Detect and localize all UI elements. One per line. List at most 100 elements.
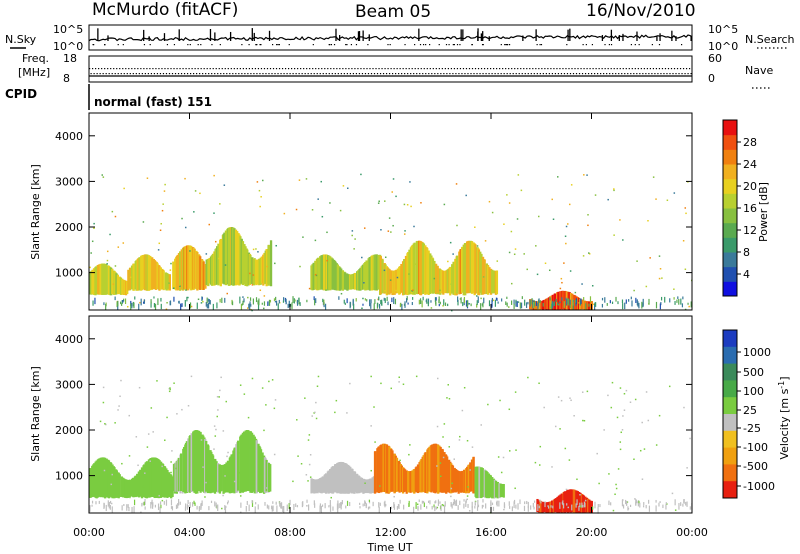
echo-dot (347, 187, 349, 190)
echo-dot (114, 265, 117, 267)
echo-dot (173, 287, 175, 289)
echo-dot (104, 423, 106, 425)
echo-cell (347, 274, 350, 290)
echo-dot (641, 421, 643, 424)
echo-cell (371, 255, 374, 291)
echo-dot (417, 506, 419, 511)
echo-cell (166, 469, 169, 498)
echo-cell (493, 270, 496, 294)
echo-cell (187, 245, 190, 291)
echo-dot (363, 282, 365, 284)
echo-dot (216, 415, 218, 418)
echo-cell (260, 256, 264, 284)
echo-dot (627, 506, 629, 511)
freq-dot (125, 68, 127, 70)
echo-cell (269, 240, 273, 287)
echo-cell (242, 431, 246, 492)
echo-cell (141, 254, 145, 290)
echo-dot (626, 501, 629, 503)
nsearch-dot (260, 44, 262, 46)
colorbar-swatch (723, 281, 737, 297)
echo-dot (623, 392, 626, 395)
echo-dot (282, 506, 284, 513)
echo-dot (299, 302, 301, 306)
echo-dot (581, 283, 583, 285)
echo-dot (551, 301, 554, 309)
echo-cell (564, 491, 567, 513)
echo-dot (337, 500, 339, 506)
echo-dot (684, 308, 687, 311)
nave-dot (385, 73, 388, 75)
nave-dot (497, 73, 499, 75)
echo-dot (223, 488, 225, 490)
nsearch-dot (504, 44, 506, 46)
echo-dot (513, 253, 516, 256)
echo-dot (262, 179, 264, 182)
nsearch-dot (288, 44, 290, 46)
nave-dot (141, 73, 143, 75)
echo-cell (101, 263, 104, 295)
freq-dot (393, 68, 395, 70)
echo-dot (516, 218, 519, 220)
echo-dot (561, 501, 563, 505)
echo-dot (227, 451, 229, 454)
echo-dot (269, 299, 272, 303)
echo-cell (359, 267, 362, 291)
echo-dot (508, 202, 511, 204)
echo-dot (168, 282, 170, 284)
nsky-trace (88, 28, 693, 46)
echo-cell (233, 447, 236, 491)
echo-dot (205, 302, 207, 307)
echo-dot (166, 416, 168, 419)
freq-dot (212, 68, 214, 70)
echo-cell (177, 457, 180, 492)
freq-dot (315, 68, 317, 70)
echo-dot (324, 303, 327, 310)
freq-dot (309, 68, 311, 70)
echo-dot (403, 504, 405, 510)
echo-dot (635, 501, 637, 505)
echo-dot (665, 504, 667, 510)
echo-cell (384, 264, 387, 293)
echo-dot (444, 302, 447, 306)
nave-dot (90, 73, 92, 75)
echo-dot (315, 401, 317, 404)
echo-cell (103, 457, 107, 499)
nsearch-dot (333, 44, 336, 46)
echo-dot (262, 307, 265, 310)
freq-dot (550, 68, 552, 70)
echo-dot (261, 302, 263, 305)
echo-dot (114, 422, 116, 424)
echo-dot (223, 184, 226, 186)
echo-dot (398, 376, 400, 379)
echo-cell (395, 457, 399, 492)
echo-dot (321, 215, 324, 218)
nave-dot (93, 73, 95, 75)
echo-dot (574, 291, 577, 294)
nsearch-dot (197, 44, 199, 46)
nave-dot (578, 73, 581, 75)
colorbar-swatch (723, 346, 737, 365)
echo-dot (573, 414, 575, 417)
echo-dot (353, 303, 355, 310)
echo-dot (299, 265, 301, 268)
freq-dot (200, 68, 202, 70)
echo-cell (189, 435, 192, 492)
time-axis-label: Time UT (366, 541, 412, 554)
echo-dot (166, 301, 168, 304)
echo-cell (184, 246, 187, 290)
nsky-line (88, 34, 693, 42)
echo-dot (524, 299, 526, 306)
nave-dot (690, 73, 692, 75)
echo-dot (369, 299, 371, 307)
nave-dot (479, 73, 481, 75)
echo-dot (665, 502, 667, 505)
freq-dot (176, 68, 178, 70)
echo-cell (223, 232, 226, 285)
echo-cell (344, 463, 347, 493)
echo-dot (586, 174, 588, 176)
time-tick-label: 08:00 (274, 526, 306, 539)
echo-cell (158, 265, 161, 291)
echo-dot (283, 212, 286, 215)
echo-dot (476, 506, 479, 511)
